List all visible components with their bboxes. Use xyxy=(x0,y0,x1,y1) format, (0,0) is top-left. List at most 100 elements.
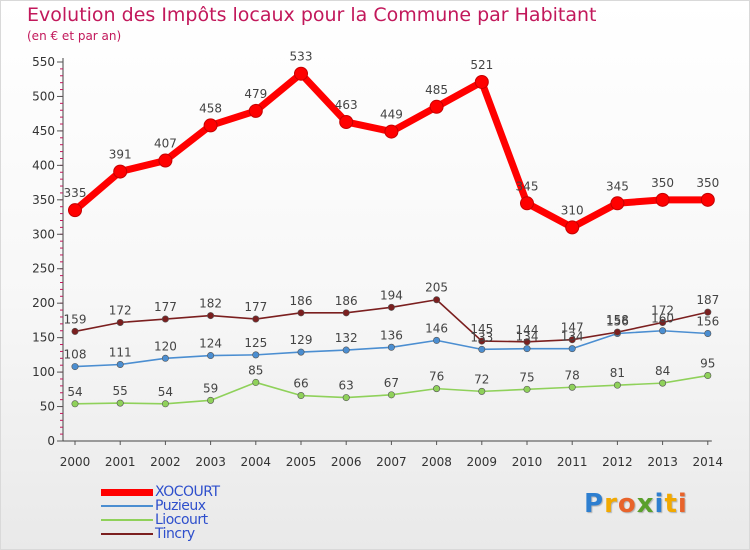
data-point-xocourt xyxy=(700,192,715,207)
data-point-tincry xyxy=(433,296,441,304)
data-point-puzieux xyxy=(342,346,350,354)
x-tick-label: 2001 xyxy=(105,455,136,469)
data-point-puzieux xyxy=(568,345,576,353)
proxiti-logo: Proxiti xyxy=(584,489,688,519)
y-tick-label: 250 xyxy=(32,262,55,276)
y-tick-label: 450 xyxy=(32,124,55,138)
data-point-liocourt xyxy=(116,399,124,407)
data-point-xocourt xyxy=(294,66,308,81)
data-point-liocourt xyxy=(704,372,712,380)
data-label-puzieux: 160 xyxy=(651,312,674,326)
data-point-puzieux xyxy=(252,351,260,359)
data-label-liocourt: 54 xyxy=(67,385,82,399)
logo-letter: o xyxy=(617,489,637,519)
data-point-tincry xyxy=(478,337,486,345)
data-label-tincry: 187 xyxy=(696,293,719,307)
data-label-puzieux: 136 xyxy=(380,328,403,342)
data-point-liocourt xyxy=(252,378,260,386)
data-label-tincry: 205 xyxy=(425,281,448,295)
data-point-tincry xyxy=(659,318,667,326)
data-label-puzieux: 111 xyxy=(109,346,132,360)
x-tick-label: 2009 xyxy=(467,455,498,469)
data-label-xocourt: 350 xyxy=(696,176,719,190)
data-point-xocourt xyxy=(429,99,444,114)
data-label-xocourt: 407 xyxy=(154,137,177,151)
data-point-puzieux xyxy=(387,343,395,351)
data-label-puzieux: 125 xyxy=(244,336,267,350)
data-label-xocourt: 485 xyxy=(425,83,448,97)
x-tick-label: 2002 xyxy=(150,455,181,469)
data-label-tincry: 177 xyxy=(244,300,267,314)
y-tick-label: 0 xyxy=(47,434,55,448)
y-tick-label: 400 xyxy=(32,158,55,172)
y-tick-label: 550 xyxy=(32,55,55,69)
data-point-tincry xyxy=(523,338,531,346)
data-point-puzieux xyxy=(71,363,79,371)
data-label-liocourt: 66 xyxy=(293,377,308,391)
data-point-puzieux xyxy=(523,345,531,353)
data-point-xocourt xyxy=(158,153,173,168)
logo-letter: r xyxy=(604,489,618,519)
data-label-xocourt: 350 xyxy=(651,176,674,190)
data-label-liocourt: 72 xyxy=(474,372,489,386)
legend-label-liocourt: Liocourt xyxy=(155,512,208,528)
data-label-puzieux: 108 xyxy=(64,348,87,362)
legend-label-puzieux: Puzieux xyxy=(155,498,206,514)
data-label-puzieux: 133 xyxy=(470,330,493,344)
data-point-liocourt xyxy=(387,391,395,399)
data-label-tincry: 186 xyxy=(335,294,358,308)
x-tick-label: 2003 xyxy=(195,455,226,469)
data-label-puzieux: 129 xyxy=(290,333,313,347)
data-point-xocourt xyxy=(248,103,263,118)
legend-label-xocourt: XOCOURT xyxy=(155,484,220,500)
logo-letter: i xyxy=(677,489,688,519)
data-point-liocourt xyxy=(478,387,486,395)
data-label-tincry: 145 xyxy=(470,322,493,336)
data-point-xocourt xyxy=(68,203,82,218)
data-label-liocourt: 55 xyxy=(113,384,128,398)
data-label-puzieux: 120 xyxy=(154,339,177,353)
x-tick-label: 2012 xyxy=(602,455,633,469)
data-label-liocourt: 63 xyxy=(339,379,354,393)
data-label-tincry: 172 xyxy=(109,303,132,317)
x-tick-label: 2014 xyxy=(693,455,724,469)
logo-letter: i xyxy=(654,489,665,519)
data-point-puzieux xyxy=(433,336,441,344)
data-label-tincry: 182 xyxy=(199,297,222,311)
data-point-liocourt xyxy=(71,400,79,408)
series-tincry xyxy=(71,296,712,346)
data-point-xocourt xyxy=(203,118,218,133)
data-point-xocourt xyxy=(474,74,489,89)
chart-title: Evolution des Impôts locaux pour la Comm… xyxy=(27,4,597,26)
data-label-puzieux: 134 xyxy=(516,330,539,344)
data-point-puzieux xyxy=(704,330,712,338)
data-label-liocourt: 67 xyxy=(384,376,399,390)
data-point-tincry xyxy=(387,303,395,311)
series-puzieux xyxy=(71,327,712,371)
data-label-tincry: 172 xyxy=(651,303,674,317)
data-label-puzieux: 156 xyxy=(696,315,719,329)
data-point-liocourt xyxy=(297,392,305,400)
data-label-liocourt: 54 xyxy=(158,385,173,399)
chart-subtitle: (en € et par an) xyxy=(27,29,122,43)
data-label-xocourt: 533 xyxy=(290,50,313,64)
data-label-xocourt: 463 xyxy=(335,98,358,112)
y-tick-label: 150 xyxy=(32,331,55,345)
logo-letter: t xyxy=(664,489,678,519)
legend-item-tincry: Tincry xyxy=(101,526,361,542)
data-label-tincry: 186 xyxy=(290,294,313,308)
data-label-liocourt: 95 xyxy=(700,357,715,371)
data-point-liocourt xyxy=(659,379,667,387)
data-label-puzieux: 146 xyxy=(425,321,448,335)
data-point-tincry xyxy=(342,309,350,317)
x-tick-label: 2011 xyxy=(557,455,588,469)
data-label-liocourt: 59 xyxy=(203,381,218,395)
data-point-liocourt xyxy=(523,385,531,393)
y-tick-label: 100 xyxy=(32,365,55,379)
legend-label-tincry: Tincry xyxy=(155,526,195,542)
data-label-liocourt: 75 xyxy=(519,370,534,384)
data-label-tincry: 144 xyxy=(516,323,539,337)
data-point-puzieux xyxy=(116,361,124,369)
data-point-xocourt xyxy=(384,124,399,139)
